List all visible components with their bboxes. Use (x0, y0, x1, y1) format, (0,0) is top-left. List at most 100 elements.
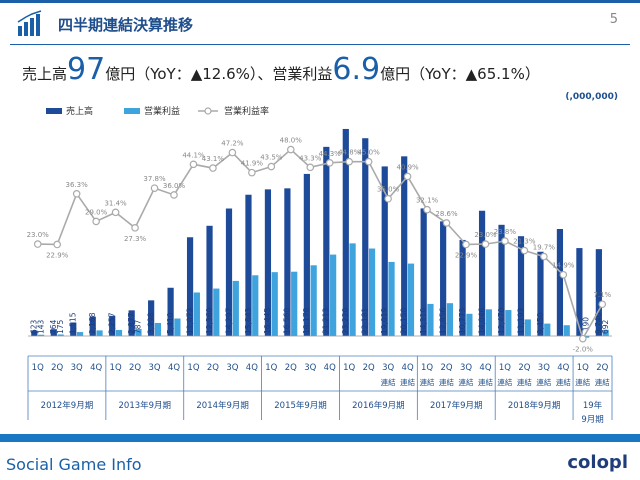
quarter-label: 4Q (168, 363, 180, 373)
point-label-operating-margin: 35.0% (377, 186, 400, 194)
point-label-operating-margin: 43.5% (260, 154, 283, 162)
year-label: 2018年9月期 (508, 400, 561, 411)
bar-label-sales: 11,193 (516, 308, 525, 334)
year-label: 2017年9月期 (430, 400, 483, 411)
page-title: 四半期連結決算推移 (58, 16, 194, 34)
bar-operating-profit (485, 309, 492, 336)
quarter-label: 3Q (538, 363, 550, 373)
quarter-label: 2Q (363, 363, 375, 373)
bar-sales (284, 188, 291, 336)
point-label-operating-margin: 37.8% (143, 175, 166, 183)
bar-operating-profit (446, 303, 454, 336)
point-operating-margin (462, 240, 470, 249)
point-label-operating-margin: 23.0% (27, 231, 50, 239)
point-label-operating-margin: 44.3% (319, 150, 342, 158)
point-label-operating-margin: 43.1% (202, 155, 225, 163)
quarter-label: 4Q (557, 363, 569, 373)
quarter-label: 2Q (440, 363, 452, 373)
bar-label-operating-profit: 175 (56, 319, 65, 334)
bar-operating-profit (544, 323, 551, 336)
bar-sales (459, 239, 466, 336)
bar-operating-profit (583, 336, 590, 338)
bar-label-sales: 3,998 (146, 312, 155, 334)
quarter-label: 3Q (71, 363, 83, 373)
bar-label-sales: 14,310 (419, 308, 428, 334)
bar-sales (595, 249, 602, 336)
quarter-label: 3Q (304, 363, 316, 373)
bar-sales (109, 315, 116, 336)
bar-operating-profit (291, 271, 298, 336)
bar-sales (89, 316, 96, 336)
quarter-label: 2Q (207, 363, 219, 373)
footer-brand: Social Game Info (6, 455, 142, 474)
consolidated-label: 連結 (381, 377, 396, 387)
point-operating-margin (33, 240, 42, 248)
point-operating-margin (384, 194, 392, 203)
quarter-label: 4Q (90, 363, 102, 373)
point-label-operating-margin: 21.3% (513, 238, 536, 246)
consolidated-label: 連結 (497, 377, 512, 387)
point-operating-margin (423, 205, 431, 214)
bar-sales (264, 189, 272, 336)
bar-operating-profit (407, 263, 415, 336)
bar-operating-profit (388, 261, 395, 336)
bar-operating-profit (368, 248, 376, 336)
point-label-operating-margin: 41.9% (241, 160, 264, 168)
bar-sales (381, 166, 388, 336)
quarter-label: 1Q (499, 363, 511, 373)
legend-label-operating-profit: 営業利益 (144, 105, 180, 117)
bar-operating-profit (57, 334, 64, 336)
point-operating-margin (248, 168, 256, 177)
bar-label-sales: 14,297 (224, 308, 233, 334)
point-operating-margin (92, 217, 100, 226)
bar-label-sales: 19,019 (380, 308, 389, 334)
legend-swatch-operating-profit (124, 108, 140, 114)
bar-label-operating-profit: 692 (601, 319, 610, 334)
bar-operating-profit (96, 330, 103, 336)
point-operating-margin (578, 334, 587, 343)
headline-sales-value: 97 (67, 52, 106, 87)
point-operating-margin (501, 237, 509, 245)
bar-operating-profit (135, 328, 142, 336)
bar-label-sales: 9,740 (594, 312, 603, 334)
point-label-operating-margin: 19.7% (533, 244, 556, 252)
point-operating-margin (481, 240, 490, 248)
bar-sales (167, 287, 174, 336)
year-label: 19年 (583, 400, 603, 411)
bar-sales (517, 236, 525, 336)
point-operating-margin (170, 191, 178, 199)
point-operating-margin (189, 160, 198, 169)
bar-label-sales: 22,181 (361, 308, 370, 334)
point-label-operating-margin: 40.9% (396, 163, 419, 171)
bar-label-sales: 16,560 (283, 308, 292, 334)
consolidated-label: 連結 (536, 377, 551, 387)
legend-label-sales: 売上高 (66, 105, 93, 117)
consolidated-label: 連結 (459, 377, 474, 387)
point-operating-margin (364, 157, 373, 166)
quarter-label: 1Q (187, 363, 199, 373)
bar-label-sales: 12,856 (438, 308, 447, 334)
bar-operating-profit (563, 325, 570, 336)
headline-profit-value: 6.9 (332, 52, 381, 87)
bar-operating-profit (232, 280, 239, 336)
point-operating-margin (131, 224, 139, 232)
point-label-operating-margin: 22.9% (455, 251, 478, 259)
bar-sales (206, 225, 213, 336)
bar-sales (537, 251, 544, 336)
consolidated-label: 連結 (595, 377, 610, 387)
point-label-operating-margin: 23.0% (474, 231, 497, 239)
bar-sales (245, 194, 252, 336)
quarter-label: 2Q (285, 363, 297, 373)
bar-sales (498, 224, 505, 336)
quarter-label: 3Q (148, 363, 160, 373)
consolidated-label: 連結 (420, 377, 435, 387)
point-operating-margin (286, 145, 295, 154)
quarter-label: 1Q (265, 363, 277, 373)
point-operating-margin (559, 270, 568, 279)
bar-sales (362, 138, 369, 336)
headline: 売上高97億円（YoY：▲12.6%）、営業利益6.9億円（YoY：▲65.1%… (22, 52, 540, 87)
point-label-operating-margin: 28.6% (435, 210, 458, 218)
bar-label-sales: 2,877 (127, 312, 136, 334)
point-operating-margin (325, 158, 334, 167)
